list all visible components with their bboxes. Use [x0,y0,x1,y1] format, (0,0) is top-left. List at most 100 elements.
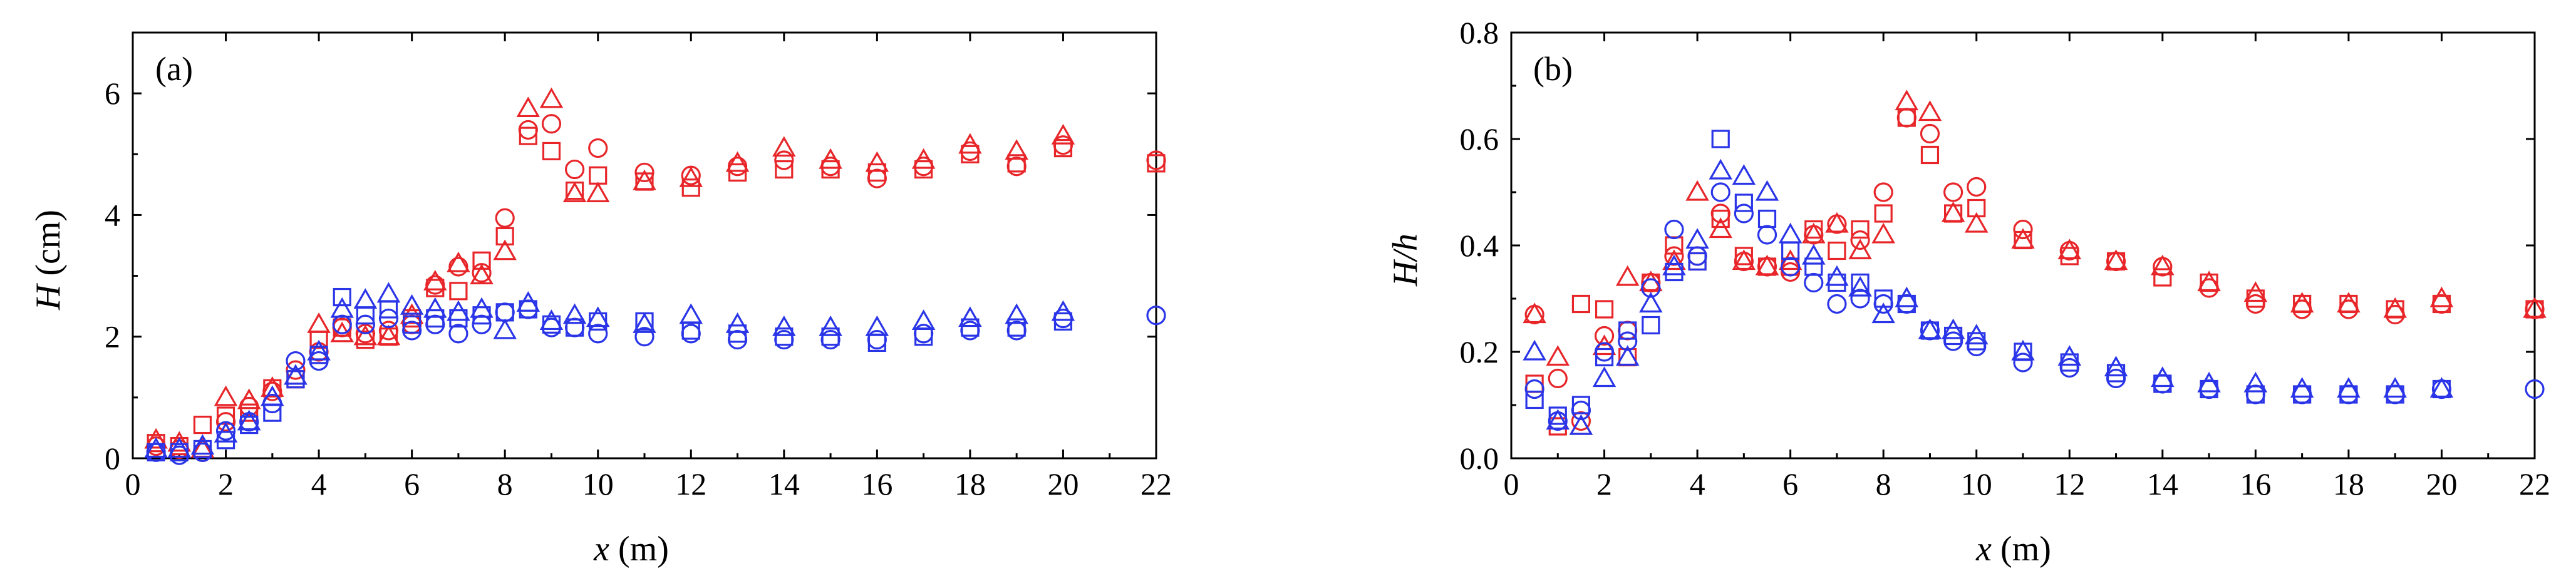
triangle-marker [1569,414,1593,435]
square-marker [867,163,886,182]
x-tick-label: 0 [1504,466,1519,501]
triangle-marker [1895,286,1919,307]
square-marker [1734,247,1753,265]
triangle-marker [2011,228,2035,249]
triangle-marker [470,264,494,285]
triangle-marker [1685,180,1709,201]
circle-marker [1687,246,1707,266]
square-marker [565,318,584,337]
triangle-marker [2429,286,2454,307]
circle-marker [1850,289,1870,309]
triangle-marker [539,87,564,108]
circle-marker [1618,321,1638,341]
x-tick-label: 12 [2054,466,2085,501]
triangle-marker [679,166,703,187]
x-axis-symbol: x [1975,530,1992,568]
circle-marker [2106,368,2126,389]
triangle-marker [1825,265,1849,286]
square-marker [821,327,840,346]
series-square-markers [147,287,1073,461]
y-axis-symbol: H/h [1386,234,1425,287]
triangle-marker [1005,303,1028,324]
triangle-marker [2243,371,2268,393]
triangle-marker [144,428,168,449]
square-marker [1595,300,1614,319]
circle-marker [1641,278,1661,298]
y-tick-label: 0 [105,441,120,476]
square-marker [1734,193,1753,212]
square-marker [1804,257,1823,276]
circle-marker [867,329,887,350]
triangle-marker [2383,297,2407,318]
panel-label: (a) [155,50,193,88]
series-square-markers [1525,130,2451,425]
triangle-marker [1848,239,1872,260]
triangle-marker [633,312,656,333]
triangle-marker [1964,324,1989,345]
circle-marker [448,257,468,277]
triangle-marker [2429,377,2454,398]
triangle-marker [214,421,238,443]
square-marker [472,251,491,270]
triangle-marker [1639,292,1663,313]
square-marker [1851,273,1870,292]
square-marker [961,145,980,163]
triangle-marker [2197,270,2221,292]
triangle-marker [1051,300,1075,321]
series-square-markers [147,126,1166,456]
circle-marker [588,138,608,158]
triangle-marker [1755,180,1779,201]
circle-marker [564,317,585,337]
triangle-marker [376,324,401,346]
y-tick-label: 2 [105,319,120,354]
x-axis-title: x (m) [593,530,669,568]
circle-marker [2059,357,2079,378]
triangle-marker [679,303,703,324]
triangle-marker [1895,90,1919,111]
triangle-marker [284,364,308,385]
square-marker [1711,209,1730,229]
circle-marker [1920,123,1940,144]
triangle-marker [2383,377,2407,398]
triangle-marker [1778,222,1803,244]
triangle-marker [2290,377,2314,398]
x-tick-label: 4 [311,466,327,501]
square-marker [333,287,351,307]
chart-panel-a: (a) x (m) H (cm) 0 2 4 6 8 10 12 14 16 18 20 22 0 2 4 6 [29,31,1172,568]
triangle-marker [1546,345,1570,366]
square-marker [1874,289,1893,308]
triangle-marker [1523,339,1546,361]
circle-marker [2245,294,2265,314]
series-triangle-markers [1523,158,2454,435]
triangle-marker [1592,366,1616,388]
triangle-marker [958,306,982,327]
circle-marker [1053,135,1073,155]
y-axis-title: H/h [1386,234,1425,287]
triangle-marker [911,309,936,331]
triangle-marker [772,136,796,157]
x-tick-label: 2 [1596,466,1612,501]
circle-marker [1873,182,1893,202]
circle-marker [634,327,654,347]
triangle-marker [2104,249,2128,270]
x-tick-label: 14 [768,466,800,501]
square-marker [403,315,422,334]
triangle-marker [237,388,261,409]
circle-marker [1734,203,1754,224]
triangle-marker [423,270,447,290]
circle-marker [1548,368,1568,389]
circle-marker [820,329,841,350]
circle-marker [774,329,794,350]
circle-marker [448,324,468,344]
y-tick-label: 0.0 [1460,441,1499,476]
triangle-marker [470,297,494,318]
triangle-marker [1051,123,1075,145]
circle-marker [1943,331,1963,351]
triangle-marker [214,385,238,406]
x-tick-label: 20 [2426,466,2457,501]
triangle-marker [493,318,517,339]
square-marker [1007,154,1026,173]
square-marker [1757,209,1777,229]
x-tick-label: 22 [1141,466,1172,501]
